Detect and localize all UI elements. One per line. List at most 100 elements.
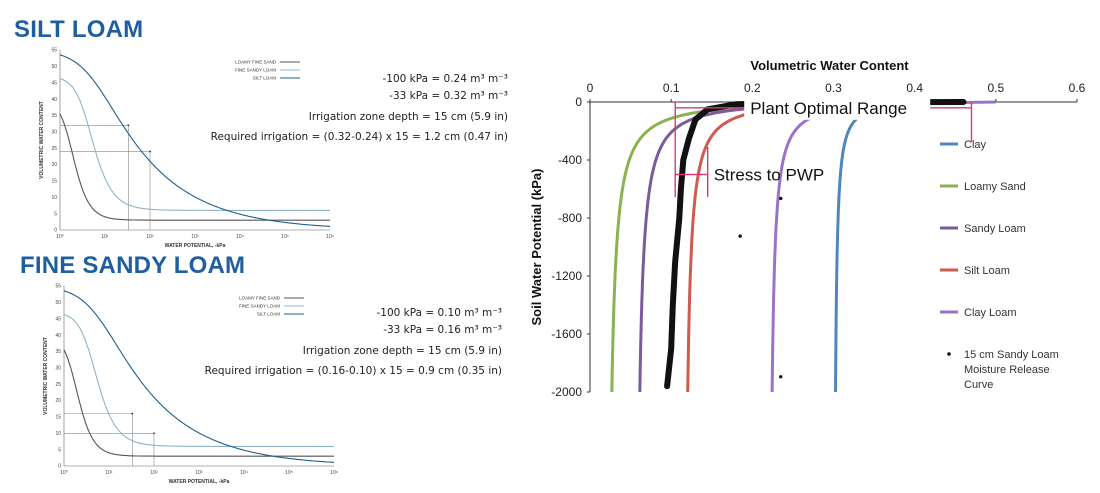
fine-eq-required: Required irrigation = (0.16-0.10) x 15 =… xyxy=(204,365,502,377)
y-tick-label: 15 xyxy=(51,179,57,185)
x-tick-label: 10⁶ xyxy=(326,234,334,240)
x-tick-label: 10⁵ xyxy=(281,234,289,240)
y-tick-label: -2000 xyxy=(551,385,582,399)
x-axis-label: Volumetric Water Content xyxy=(750,58,909,73)
measured-outlier xyxy=(738,234,742,238)
y-tick-label: 25 xyxy=(55,382,61,388)
y-tick-label: 45 xyxy=(51,80,57,86)
y-tick-label: 50 xyxy=(51,64,57,70)
fine-eq-100kpa: -100 kPa = 0.10 m³ m⁻³ xyxy=(376,307,503,319)
measured-curve xyxy=(664,99,967,390)
measured-point xyxy=(678,186,684,192)
x-tick-label: 10⁰ xyxy=(56,234,64,240)
x-tick-label: 0 xyxy=(587,81,594,95)
y-tick-label: 5 xyxy=(58,447,61,453)
y-tick-label: -400 xyxy=(558,153,582,167)
legend-label: SILT LOAM xyxy=(257,312,280,317)
y-tick-label: 35 xyxy=(51,113,57,119)
x-tick-label: 10¹ xyxy=(101,234,109,240)
y-tick-label: 45 xyxy=(55,316,61,322)
x-tick-label: 10² xyxy=(150,470,158,476)
legend-label: FINE SANDY LOAM xyxy=(239,304,280,309)
y-tick-label: 10 xyxy=(55,431,61,437)
silt-loam-chart: 0 5 10 15 20 25 30 35 40 45 50 55 10⁰ 10¹ 10² 10³ 10⁴ 10⁵… xyxy=(39,48,334,249)
y-tick-label: 50 xyxy=(55,300,61,306)
guide-line xyxy=(60,124,129,230)
guide-line xyxy=(60,151,151,230)
measured-point xyxy=(668,346,674,351)
y-tick-label: 0 xyxy=(58,464,61,470)
guide-point xyxy=(149,150,151,153)
legend-label-line: 15 cm Sandy Loam xyxy=(964,349,1059,361)
legend-label: SILT LOAM xyxy=(253,76,276,81)
moisture-release-chart: Volumetric Water Content 0 0.1 0.2 0.3 0.4 0.5… xyxy=(530,58,1086,399)
measured-point xyxy=(673,259,678,264)
x-tick-label: 10⁶ xyxy=(330,470,338,476)
legend-label-line: Curve xyxy=(964,379,993,391)
measured-point xyxy=(664,384,670,389)
x-tick-label: 0.4 xyxy=(906,81,923,95)
x-tick-label: 0.5 xyxy=(987,81,1004,95)
optimal-range-label: Plant Optimal Range xyxy=(750,99,907,118)
y-tick-label: -1200 xyxy=(551,269,582,283)
x-tick-label: 0.1 xyxy=(663,81,680,95)
x-tick-label: 10⁵ xyxy=(285,470,293,476)
y-axis-label: Soil Water Potential (kPa) xyxy=(530,169,544,326)
y-tick-label: 35 xyxy=(55,349,61,355)
guide-point xyxy=(127,124,130,127)
x-tick-label: 10⁴ xyxy=(240,470,248,476)
measured-point xyxy=(677,215,682,221)
y-tick-label: 25 xyxy=(51,146,57,152)
guide-line xyxy=(64,413,133,466)
legend-label: LOAMY FINE SAND xyxy=(239,296,281,301)
silt-eq-depth: Irrigation zone depth = 15 cm (5.9 in) xyxy=(308,111,508,123)
y-tick-label: 5 xyxy=(54,211,57,217)
x-tick-label: 10⁴ xyxy=(236,234,244,240)
x-tick-label: 0.3 xyxy=(825,81,842,95)
y-tick-label: 55 xyxy=(51,48,57,54)
measured-point xyxy=(686,136,692,141)
silt-eq-33kpa: -33 kPa = 0.32 m³ m⁻³ xyxy=(389,90,508,102)
silt-eq-100kpa: -100 kPa = 0.24 m³ m⁻³ xyxy=(382,73,509,85)
x-tick-label: 10¹ xyxy=(105,470,113,476)
y-axis-label: VOLUMETRIC WATER CONTENT xyxy=(43,337,49,415)
legend-label: Clay xyxy=(964,139,987,151)
y-tick-label: -1600 xyxy=(551,327,582,341)
legend-label: FINE SANDY LOAM xyxy=(235,68,276,73)
fine-sandy-loam-chart: 0 5 10 15 20 25 30 35 40 45 50 55 10⁰ 10¹ 10² 10³ 10⁴ 10⁵… xyxy=(43,284,338,485)
y-tick-label: 15 xyxy=(55,415,61,421)
series-line-fine-sandy-loam xyxy=(59,78,330,211)
y-tick-label: 30 xyxy=(55,366,61,372)
y-tick-label: 20 xyxy=(55,398,61,404)
y-tick-label: 30 xyxy=(51,130,57,136)
silt-eq-required: Required irrigation = (0.32-0.24) x 15 =… xyxy=(210,131,508,143)
y-tick-label: 20 xyxy=(51,162,57,168)
fine-sandy-loam-heading: FINE SANDY LOAM xyxy=(20,252,246,279)
series-line-loamy-fine-sand xyxy=(63,349,334,457)
y-tick-label: 40 xyxy=(51,97,57,103)
y-tick-label: -800 xyxy=(558,211,582,225)
series-line-loamy-fine-sand xyxy=(59,113,330,221)
x-tick-label: 0.2 xyxy=(744,81,761,95)
x-tick-label: 10² xyxy=(146,234,154,240)
silt-loam-heading: SILT LOAM xyxy=(14,16,144,43)
series-line-silt-loam xyxy=(686,100,964,393)
measured-point xyxy=(733,101,739,107)
series-line-clay-loam xyxy=(770,100,996,393)
legend-label: Silt Loam xyxy=(964,265,1010,277)
measured-point xyxy=(670,302,675,308)
series-line-silt-loam xyxy=(63,290,335,463)
measured-point xyxy=(961,99,966,105)
guide-point xyxy=(153,432,155,435)
legend-marker xyxy=(947,352,951,356)
y-axis-label: VOLUMETRIC WATER CONTENT xyxy=(39,101,45,179)
y-tick-label: 0 xyxy=(575,95,582,109)
x-axis-label: WATER POTENTIAL, -kPa xyxy=(169,479,230,485)
guide-line xyxy=(64,432,155,466)
fine-eq-depth: Irrigation zone depth = 15 cm (5.9 in) xyxy=(302,345,502,357)
x-tick-label: 10³ xyxy=(191,234,199,240)
legend-label: LOAMY FINE SAND xyxy=(235,60,277,65)
fine-eq-33kpa: -33 kPa = 0.16 m³ m⁻³ xyxy=(383,324,502,336)
legend-label: Clay Loam xyxy=(964,307,1017,319)
series-line-silt-loam xyxy=(59,54,331,227)
